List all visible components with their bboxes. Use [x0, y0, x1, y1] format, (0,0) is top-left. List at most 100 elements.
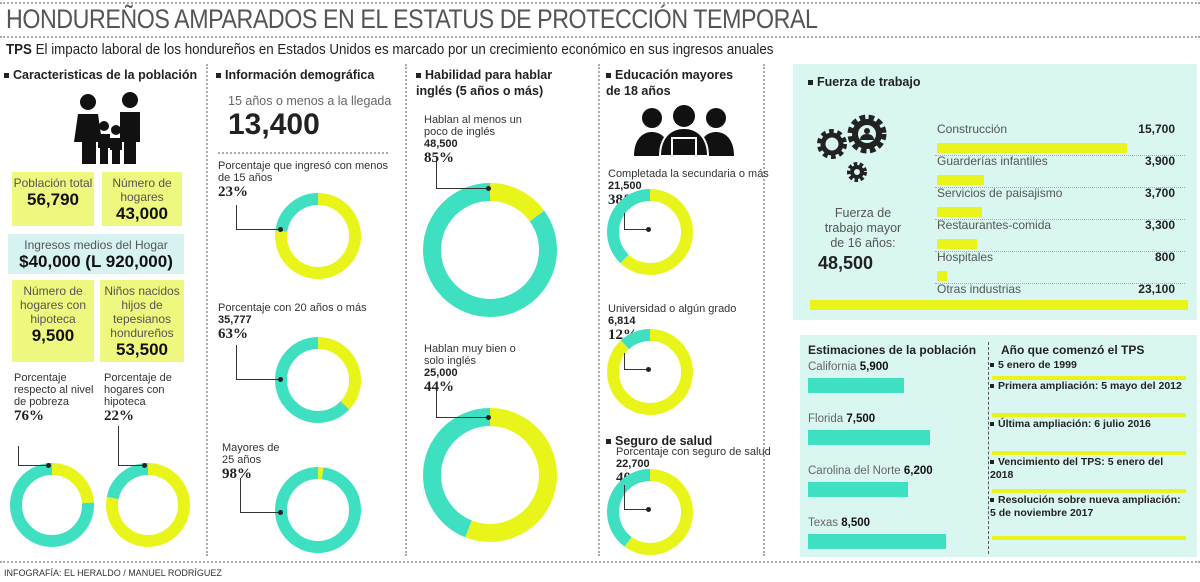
label: Población total	[13, 176, 93, 190]
llegada-label: 15 años o menos a la llegada	[228, 94, 392, 108]
fuerza-bar	[937, 175, 985, 185]
donut-chart	[423, 408, 557, 542]
donut-slice-value	[10, 463, 94, 547]
bar-label: Otras industrias	[937, 282, 1022, 296]
leader-line	[436, 386, 491, 420]
leader-line	[624, 485, 651, 512]
hipoteca-box: Número de hogares con hipoteca 9,500	[12, 280, 94, 362]
label: Número de hogares con hipoteca	[19, 284, 87, 326]
value: 56,790	[27, 190, 79, 209]
donut-block-universidad: Universidad o algún grado 6,814 12%	[608, 303, 788, 344]
bar-label: Restaurantes-comida	[937, 218, 1052, 232]
fuerza-bar	[937, 207, 982, 217]
leader-line	[436, 157, 491, 191]
ninos-box: Niños nacidos hijos de tepesianos hondur…	[100, 280, 184, 362]
tps-item: Última ampliación: 6 julio 2016	[990, 418, 1186, 431]
donut-label: Porcentaje con seguro de salud	[616, 446, 771, 458]
poblacion-estado-panel	[800, 335, 1197, 557]
fuerza-bar	[937, 271, 947, 281]
pop-row: Florida 7,500	[808, 413, 875, 425]
leader-line	[236, 345, 283, 382]
bar-value: 3,300	[1144, 218, 1175, 232]
fuerza-summary-label: Fuerza de trabajo mayor de 16 años:	[824, 206, 902, 250]
donut-chart	[423, 183, 557, 317]
fuerza-bar	[810, 300, 1188, 310]
fuerza-row: Restaurantes-comida 3,300	[935, 218, 1185, 252]
bar-label: Carolina del Norte	[808, 465, 901, 477]
tps-heading: Año que comenzó el TPS	[1001, 343, 1145, 357]
donut-block-hipoteca: Porcentaje de hogares con hipoteca 22%	[104, 372, 184, 425]
donut-label: Porcentaje de hogares con hipoteca	[104, 372, 172, 408]
leader-line	[624, 353, 651, 372]
donut-label: Universidad o algún grado	[608, 303, 737, 315]
bar-label: Construcción	[937, 122, 1008, 136]
donut-block-pobreza: Porcentaje respecto al nivel de pobreza 7…	[14, 372, 94, 425]
donut-slice-value	[275, 193, 361, 279]
fuerza-row: Hospitales 800	[935, 250, 1185, 284]
donut-label: Porcentaje que ingresó con menos de 15 a…	[218, 160, 388, 184]
tps-divider	[992, 413, 1186, 417]
donut-block-muy-bien: Hablan muy bien o solo inglés 25,000 44%	[424, 343, 524, 396]
donut-chart	[10, 463, 94, 547]
donut-count: 35,777	[218, 314, 252, 326]
donut-label: Completada la secundaria o más	[608, 168, 769, 180]
fuerza-row: Servicios de paisajismo 3,700	[935, 186, 1185, 220]
donut-pct: 98%	[222, 466, 252, 482]
credit: INFOGRAFÍA: EL HERALDO / MANUEL RODRÍGUE…	[4, 568, 222, 578]
value: 43,000	[116, 204, 168, 223]
tps-divider	[992, 536, 1186, 540]
bar-value: 15,700	[1138, 122, 1175, 136]
tps-item: 5 enero de 1999	[990, 359, 1186, 372]
tps-item: Resolución sobre nueva ampliación: 5 de …	[990, 494, 1186, 520]
subtitle-text: El impacto laboral de los hondureños en …	[35, 42, 774, 58]
fuerza-row: Guarderías infantiles 3,900	[935, 154, 1185, 188]
ingles-heading: Habilidad para hablar inglés (5 años o m…	[416, 67, 586, 99]
tps-divider	[992, 451, 1186, 455]
donut-slice-value	[423, 183, 557, 317]
fuerza-heading: Fuerza de trabajo	[808, 74, 921, 90]
bar-label: California	[808, 361, 857, 373]
donut-label: Hablan muy bien o solo inglés	[424, 343, 516, 367]
fuerza-row: Construcción 15,700	[935, 122, 1185, 156]
pop-row: Texas 8,500	[808, 517, 870, 529]
donut-block-25anos: Mayores de 25 años 98%	[222, 442, 292, 483]
fuerza-row: Otras industrias 23,100	[935, 282, 1185, 316]
llegada-value: 13,400	[228, 108, 320, 141]
pop-bar	[808, 482, 909, 497]
donut-chart	[607, 329, 693, 415]
poblacion-heading: Caracteristicas de la población	[4, 67, 197, 83]
donut-chart	[607, 469, 693, 555]
donut-chart	[275, 193, 361, 279]
subtitle-tag: TPS	[6, 42, 32, 58]
donut-pct: 22%	[104, 408, 134, 424]
fuerza-summary-value: 48,500	[818, 253, 874, 273]
donut-pct: 85%	[424, 150, 454, 166]
bar-value: 3,900	[1144, 154, 1175, 168]
donut-label: Porcentaje respecto al nivel de pobreza	[14, 372, 94, 408]
donut-pct: 63%	[218, 326, 248, 342]
bar-value: 6,200	[903, 465, 933, 477]
label: Ingresos medios del Hogar	[24, 238, 168, 252]
poblacion-total-box: Población total 56,790	[12, 172, 94, 226]
hogares-box: Número de hogares 43,000	[102, 172, 182, 226]
bar-value: 8,500	[841, 517, 871, 529]
bar-value: 23,100	[1138, 282, 1175, 296]
tps-item: Vencimiento del TPS: 5 enero del 2018	[990, 456, 1186, 482]
donut-slice-value	[607, 329, 693, 415]
donut-label: Hablan al menos un poco de inglés	[424, 114, 522, 138]
donut-block-20anos: Porcentaje con 20 años o más 35,777 63%	[218, 302, 368, 343]
fuerza-panel	[793, 64, 1197, 320]
donut-slice-value	[607, 189, 693, 275]
value: $40,000 (L 920,000)	[19, 252, 173, 271]
donut-chart	[607, 189, 693, 275]
bar-label: Texas	[808, 517, 839, 529]
leader-line	[240, 478, 283, 515]
pop-row: California 5,900	[808, 361, 889, 373]
educacion-heading: Educación mayores de 18 años	[606, 67, 746, 99]
label: Número de hogares	[112, 176, 172, 204]
leader-line	[118, 426, 147, 468]
donut-slice-value	[607, 469, 693, 555]
donut-pct: 23%	[218, 184, 248, 200]
tps-item: Primera ampliación: 5 mayo del 2012	[990, 380, 1186, 393]
pop-row: Carolina del Norte 6,200	[808, 465, 933, 477]
